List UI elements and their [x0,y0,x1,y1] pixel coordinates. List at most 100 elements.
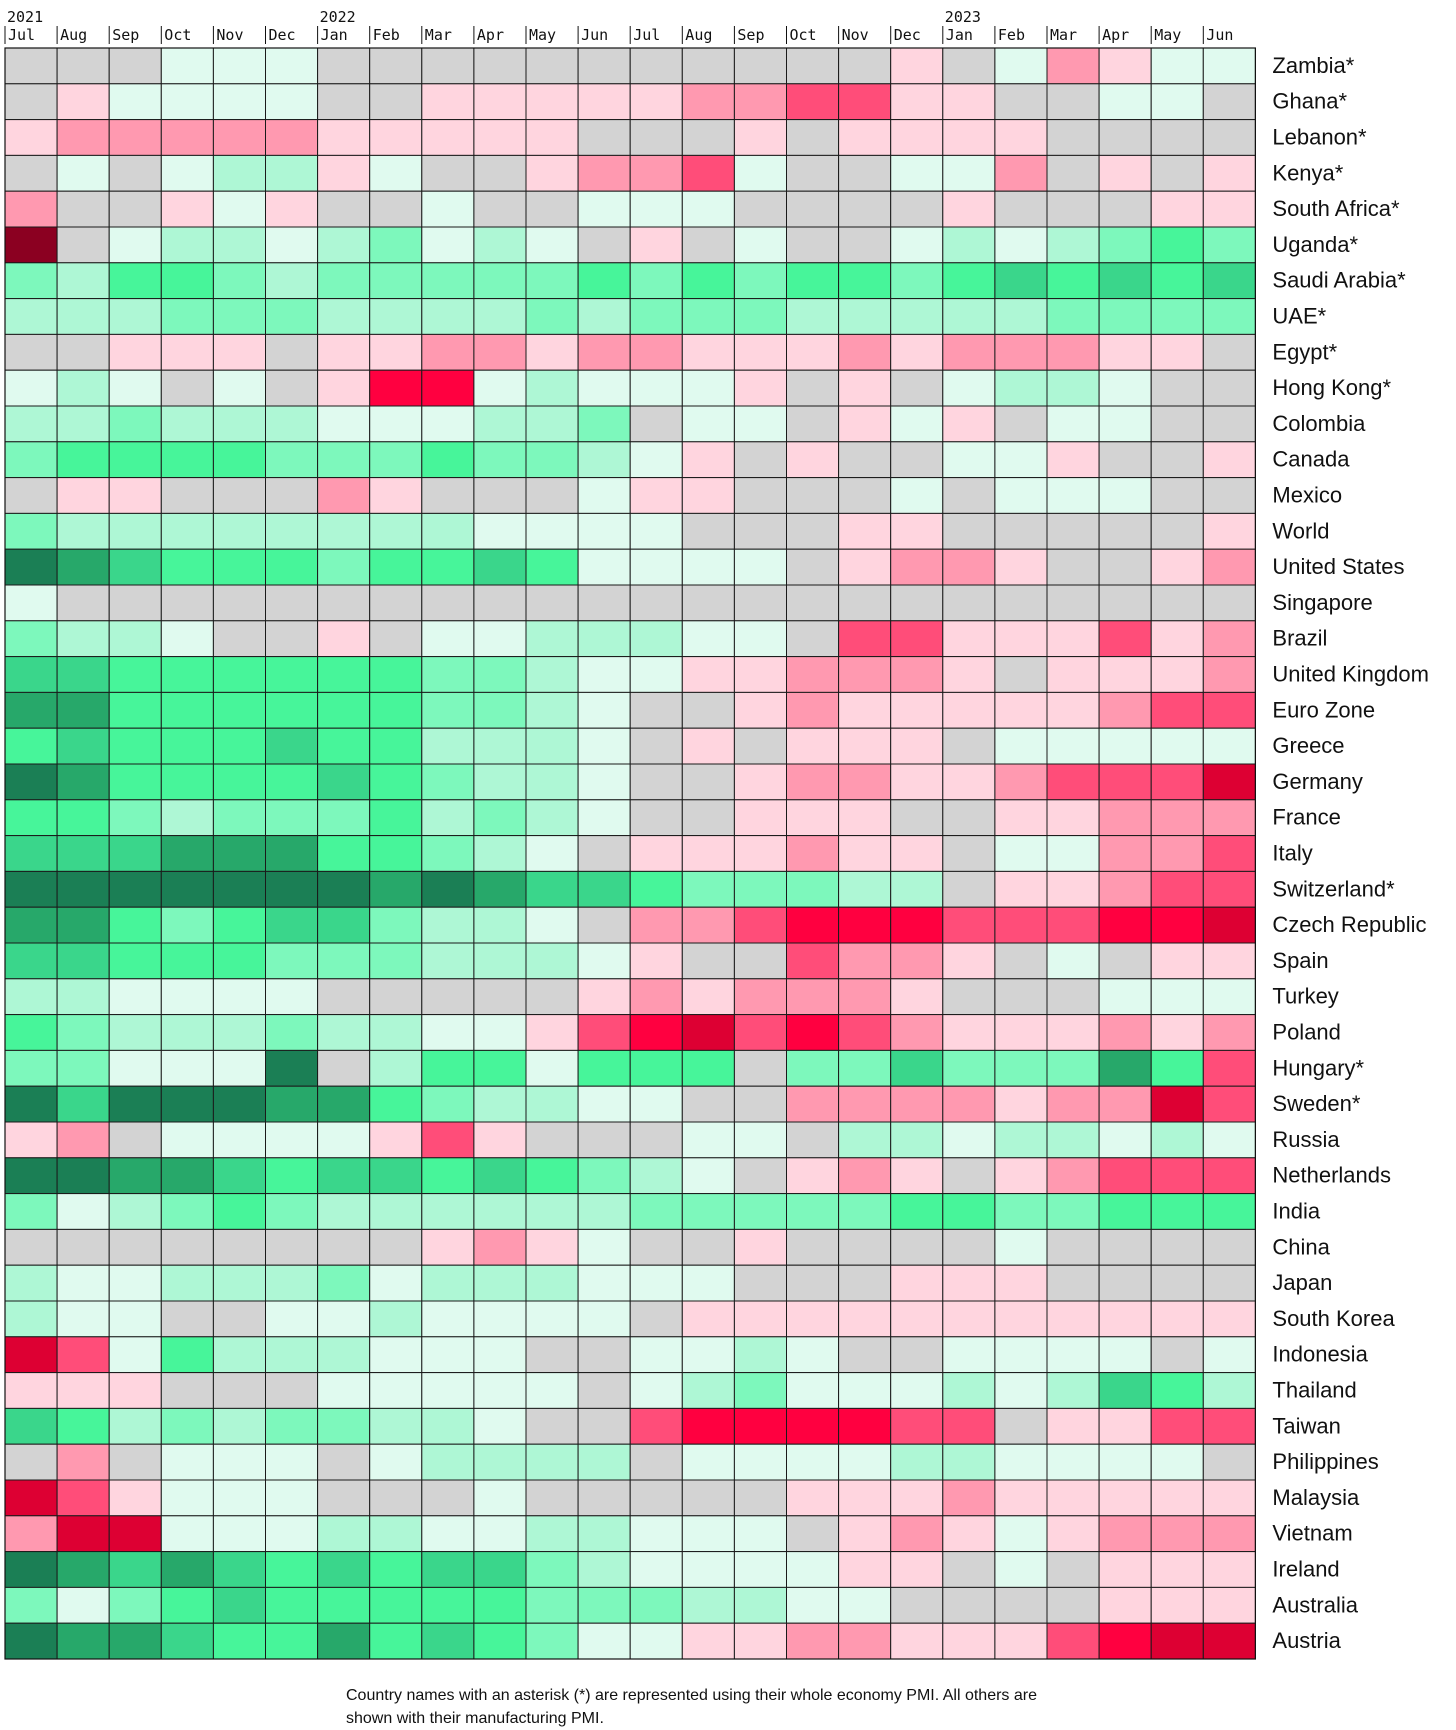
cell-ireland-22 [1150,1551,1204,1588]
cell-czech-republic-8 [421,906,475,944]
cell-saudi-arabia-7 [369,262,423,300]
cell-japan-0 [4,1264,58,1302]
cell-poland-2 [108,1014,162,1051]
cell-uae-14 [733,298,788,335]
cell-uganda-10 [525,226,579,264]
cell-spain-21 [1098,942,1152,980]
cell-world-13 [681,512,735,550]
cell-sweden-3 [160,1085,214,1123]
cell-uae-3 [160,298,214,335]
cell-ireland-1 [56,1551,110,1588]
cell-china-23 [1202,1228,1256,1266]
cell-egypt-10 [525,333,579,371]
cell-russia-6 [317,1121,371,1159]
cell-france-22 [1150,799,1204,837]
cell-united-states-0 [4,548,58,586]
cell-turkey-5 [265,978,319,1016]
cell-zambia-17 [890,47,944,85]
cell-saudi-arabia-11 [577,262,631,300]
cell-turkey-12 [629,978,683,1016]
cell-china-2 [108,1228,162,1266]
cell-philippines-21 [1098,1443,1152,1481]
cell-world-12 [629,512,683,550]
cell-hungary-9 [473,1049,527,1087]
cell-czech-republic-21 [1098,906,1152,944]
cell-united-states-1 [56,548,110,586]
cell-russia-23 [1202,1121,1256,1159]
cell-japan-6 [317,1264,371,1302]
row-label-ireland: Ireland [1272,1557,1339,1582]
cell-hong-kong-6 [317,369,371,407]
cell-saudi-arabia-5 [265,262,319,300]
cell-czech-republic-4 [212,906,266,944]
cell-philippines-9 [473,1443,527,1481]
cell-russia-15 [786,1121,840,1159]
cell-taiwan-6 [317,1407,371,1445]
row-label-kenya: Kenya* [1272,160,1343,185]
cell-sweden-15 [786,1085,840,1123]
cell-indonesia-1 [56,1336,110,1374]
cell-colombia-8 [421,405,475,443]
cell-hungary-19 [994,1049,1048,1087]
cell-lebanon-22 [1150,119,1204,156]
row-label-russia: Russia [1272,1127,1340,1152]
cell-malaysia-8 [421,1479,475,1517]
row-label-austria: Austria [1272,1628,1341,1653]
month-label-17: Dec [894,26,921,44]
cell-uae-20 [1046,298,1100,335]
cell-india-20 [1046,1193,1100,1230]
cell-lebanon-4 [212,119,266,156]
cell-netherlands-8 [421,1157,475,1195]
cell-australia-21 [1098,1586,1152,1624]
cell-uae-7 [369,298,423,335]
cell-india-1 [56,1193,110,1230]
cell-switzerland-2 [108,870,162,908]
cell-south-africa-15 [786,190,840,228]
cell-netherlands-0 [4,1157,58,1195]
cell-thailand-9 [473,1372,527,1409]
row-label-saudi-arabia: Saudi Arabia* [1272,268,1406,293]
cell-poland-11 [577,1014,631,1051]
cell-sweden-22 [1150,1085,1204,1123]
cell-world-2 [108,512,162,550]
cell-mexico-9 [473,477,527,514]
cell-south-korea-11 [577,1300,631,1338]
cell-canada-0 [4,441,58,479]
cell-greece-7 [369,727,423,765]
cell-czech-republic-1 [56,906,110,944]
cell-ghana-12 [629,83,683,121]
cell-greece-14 [733,727,788,765]
cell-colombia-12 [629,405,683,443]
cell-germany-0 [4,763,58,801]
cell-france-7 [369,799,423,837]
cell-greece-4 [212,727,266,765]
cell-canada-22 [1150,441,1204,479]
cell-indonesia-4 [212,1336,266,1374]
cell-euro-zone-9 [473,691,527,729]
cell-sweden-21 [1098,1085,1152,1123]
cell-singapore-22 [1150,584,1204,622]
cell-south-korea-1 [56,1300,110,1338]
row-label-philippines: Philippines [1272,1449,1378,1474]
cell-czech-republic-9 [473,906,527,944]
cell-ghana-3 [160,83,214,121]
cell-mexico-11 [577,477,631,514]
cell-poland-13 [681,1014,735,1051]
cell-indonesia-10 [525,1336,579,1374]
cell-thailand-16 [838,1372,892,1409]
cell-indonesia-21 [1098,1336,1152,1374]
cell-egypt-7 [369,333,423,371]
row-label-hungary: Hungary* [1272,1055,1364,1080]
cell-south-africa-10 [525,190,579,228]
cell-greece-20 [1046,727,1100,765]
cell-france-15 [786,799,840,837]
cell-united-states-15 [786,548,840,586]
cell-colombia-9 [473,405,527,443]
cell-malaysia-17 [890,1479,944,1517]
cell-france-18 [942,799,996,837]
cell-switzerland-19 [994,870,1048,908]
cell-russia-21 [1098,1121,1152,1159]
cell-russia-4 [212,1121,266,1159]
cell-world-9 [473,512,527,550]
row-label-japan: Japan [1272,1270,1332,1295]
